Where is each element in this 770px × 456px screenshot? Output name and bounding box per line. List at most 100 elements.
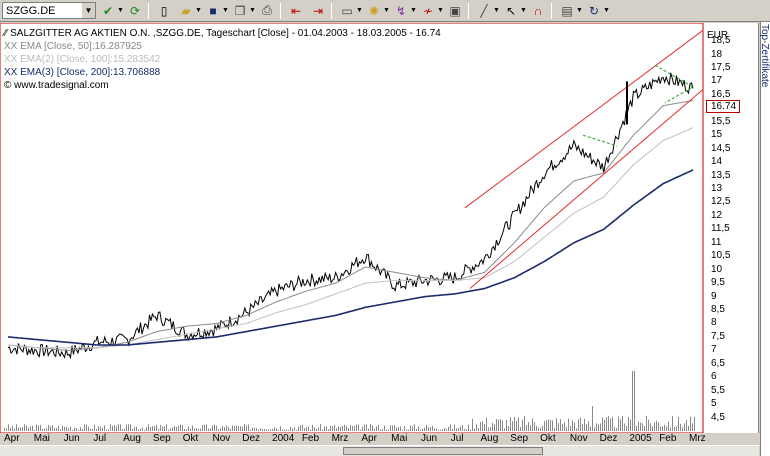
volume-bar	[342, 425, 343, 431]
chevron-down-icon[interactable]: ▼	[410, 7, 417, 14]
symbol-select[interactable]: SZGG.DE ▼	[2, 2, 96, 19]
volume-bar	[98, 426, 99, 431]
volume-bar	[88, 426, 89, 431]
volume-bar	[612, 416, 613, 431]
chevron-down-icon[interactable]: ▼	[437, 7, 444, 14]
volume-bar	[646, 415, 647, 431]
volume-bar	[648, 419, 649, 431]
x-axis[interactable]: Apr Mai Jun Jul Aug Sep Okt Nov Dez 2004 Feb Mrz Apr…	[0, 433, 759, 445]
chevron-down-icon[interactable]: ▼	[81, 3, 95, 18]
reload-icon[interactable]: ↻	[588, 3, 600, 18]
draw-tools-icon[interactable]: ✺	[368, 3, 380, 18]
volume-bar	[558, 423, 559, 431]
volume-bar	[206, 424, 207, 431]
ema-icon: XX	[4, 41, 21, 52]
volume-bar	[32, 425, 33, 431]
volume-bar	[430, 427, 431, 431]
volume-bar	[174, 425, 175, 431]
x-tick-label: Sep	[510, 433, 529, 444]
volume-bar	[384, 425, 385, 431]
refresh-icon[interactable]: ⟳	[129, 3, 141, 18]
volume-bar	[420, 429, 421, 431]
save-icon[interactable]: ■	[209, 3, 217, 18]
volume-bar	[644, 425, 645, 431]
volume-bar	[434, 428, 435, 431]
volume-bar	[12, 426, 13, 431]
sidebar-icon[interactable]: ▤	[561, 3, 573, 18]
chevron-down-icon[interactable]: ▼	[222, 7, 229, 14]
volume-bar	[284, 429, 285, 431]
volume-bar	[246, 425, 247, 431]
chevron-down-icon[interactable]: ▼	[576, 7, 583, 14]
properties-icon[interactable]: ▣	[449, 3, 461, 18]
checkmark-icon[interactable]: ✔	[102, 3, 114, 18]
legend-ema50[interactable]: XX EMA [Close, 50]:16.287925	[4, 41, 142, 52]
x-tick-label: Nov	[212, 433, 231, 444]
price-line	[7, 72, 694, 360]
volume-bar	[678, 417, 679, 431]
side-panel-label[interactable]: Top-Zertifikate	[759, 24, 770, 88]
volume-bar	[382, 429, 383, 431]
import-icon[interactable]: ⇤	[290, 3, 302, 18]
volume-bar	[68, 428, 69, 431]
copyright-icon: ©	[4, 80, 15, 91]
volume-bar	[364, 424, 365, 431]
volume-bar	[234, 425, 235, 431]
chevron-down-icon[interactable]: ▼	[117, 7, 124, 14]
y-tick-label: 11,5	[711, 223, 730, 235]
chart-title-text: SALZGITTER AG AKTIEN O.N. ,SZGG.DE, Tage…	[10, 28, 441, 39]
chevron-down-icon[interactable]: ▼	[356, 7, 363, 14]
horizontal-scrollbar[interactable]	[0, 445, 759, 456]
volume-bar	[464, 429, 465, 431]
print-icon[interactable]: ⎙	[262, 3, 272, 17]
y-tick-label: 15	[711, 129, 723, 141]
volume-bar	[330, 425, 331, 431]
chevron-down-icon[interactable]: ▼	[520, 7, 527, 14]
chart-area[interactable]: ⁄⁄ SALZGITTER AG AKTIEN O.N. ,SZGG.DE, T…	[0, 23, 759, 433]
copy-icon[interactable]: ❐	[234, 3, 246, 18]
legend-ema100[interactable]: XX EMA(2) [Close, 100]:15.283542	[4, 54, 160, 65]
volume-bar	[132, 429, 133, 431]
y-tick-label: 8	[711, 317, 717, 329]
volume-bar	[196, 428, 197, 431]
y-tick-label: 7,5	[711, 330, 725, 342]
new-document-icon[interactable]: ▯	[160, 3, 168, 18]
export-icon[interactable]: ⇥	[312, 3, 324, 18]
volume-bars	[4, 371, 695, 431]
volume-bar	[308, 426, 309, 431]
chart-title: ⁄⁄ SALZGITTER AG AKTIEN O.N. ,SZGG.DE, T…	[4, 28, 441, 39]
volume-bar	[178, 425, 179, 431]
volume-bar	[42, 429, 43, 431]
side-panel[interactable]	[760, 22, 770, 456]
y-tick-label: 11	[711, 236, 722, 248]
chevron-down-icon[interactable]: ▼	[195, 7, 202, 14]
y-axis[interactable]: 18,51817,51716,51615,51514,51413,51312,5…	[703, 23, 759, 433]
chevron-down-icon[interactable]: ▼	[603, 7, 610, 14]
volume-bar	[314, 427, 315, 431]
volume-bar	[570, 425, 571, 431]
x-tick-label: Jun	[420, 433, 438, 444]
volume-bar	[356, 424, 357, 431]
price-chart[interactable]	[0, 23, 759, 433]
volume-bar	[502, 420, 503, 431]
scrollbar-thumb[interactable]	[343, 447, 543, 455]
legend-ema200[interactable]: XX EMA(3) [Close, 200]:13.706888	[4, 67, 160, 78]
last-price-badge: 16.74	[706, 100, 740, 113]
chevron-down-icon[interactable]: ▼	[383, 7, 390, 14]
window-icon[interactable]: ▭	[341, 3, 353, 18]
volume-bar	[688, 426, 689, 431]
chevron-down-icon[interactable]: ▼	[249, 7, 256, 14]
volume-bar	[450, 424, 451, 431]
volume-bar	[418, 426, 419, 431]
indicators-icon[interactable]: ↯	[395, 3, 407, 18]
open-folder-icon[interactable]: ▰	[181, 3, 191, 18]
volume-bar	[106, 429, 107, 431]
volume-bar	[640, 422, 641, 431]
line-tool-icon[interactable]: ╱	[480, 3, 488, 18]
volume-bar	[586, 424, 587, 431]
magnet-icon[interactable]: ∩	[533, 3, 543, 18]
cursor-icon[interactable]: ↖	[505, 3, 517, 18]
trend-icon[interactable]: ≁	[422, 3, 434, 18]
chevron-down-icon[interactable]: ▼	[493, 7, 500, 14]
volume-bar	[184, 429, 185, 431]
